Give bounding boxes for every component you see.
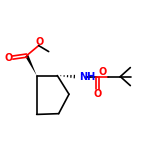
Text: O: O: [93, 89, 101, 99]
Text: NH: NH: [79, 72, 96, 82]
Polygon shape: [25, 55, 37, 76]
Text: O: O: [5, 53, 13, 63]
Text: O: O: [99, 67, 107, 77]
Text: O: O: [36, 37, 44, 47]
